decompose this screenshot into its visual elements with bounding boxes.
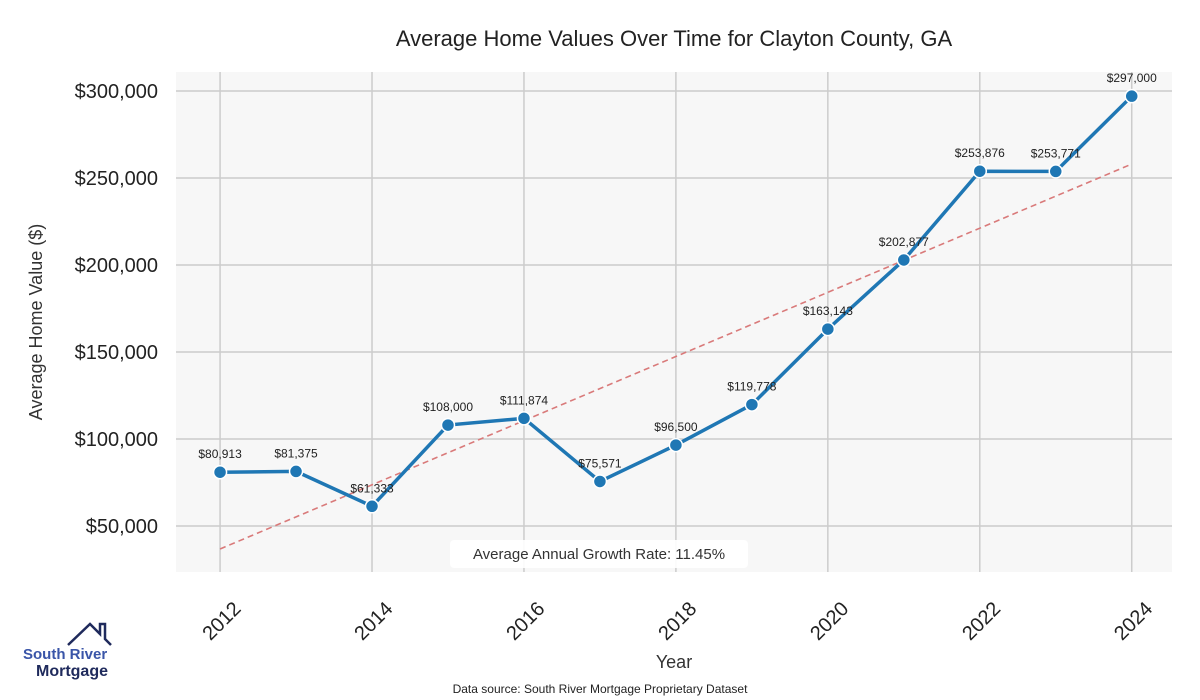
x-tick-label: 2012 <box>198 598 245 645</box>
x-tick-label: 2024 <box>1110 598 1157 645</box>
x-axis-label: Year <box>656 652 692 672</box>
data-point <box>440 417 456 433</box>
logo-line2: Mortgage <box>36 663 108 680</box>
data-label: $81,375 <box>274 446 318 460</box>
y-tick-label: $150,000 <box>75 342 158 364</box>
x-tick-label: 2016 <box>502 598 549 645</box>
data-point <box>364 499 380 514</box>
data-point <box>896 252 912 268</box>
data-point <box>1048 164 1064 179</box>
house-icon <box>67 622 112 646</box>
trend-line <box>219 163 1133 550</box>
data-label: $297,000 <box>1107 71 1157 85</box>
data-label: $61,333 <box>350 481 394 495</box>
data-point <box>212 464 228 480</box>
data-label: $75,571 <box>578 456 622 470</box>
data-point <box>288 464 304 479</box>
y-tick-label: $100,000 <box>75 429 158 451</box>
x-tick-label: 2014 <box>350 598 397 645</box>
data-point <box>1124 88 1139 104</box>
chart-title: Average Home Values Over Time for Clayto… <box>396 26 953 51</box>
data-point <box>516 411 532 426</box>
x-tick-label: 2022 <box>958 598 1005 645</box>
data-label: $253,876 <box>955 146 1005 160</box>
y-tick-label: $50,000 <box>86 516 158 538</box>
data-label: $163,143 <box>803 304 853 318</box>
y-axis-label: Average Home Value ($) <box>26 224 46 420</box>
growth-rate-annotation: Average Annual Growth Rate: 11.45% <box>473 546 725 563</box>
annotation-box <box>450 540 748 568</box>
x-tick-label: 2018 <box>654 598 701 645</box>
data-label: $80,913 <box>198 447 242 461</box>
data-point <box>592 474 608 489</box>
data-label: $253,771 <box>1031 146 1081 160</box>
y-tick-label: $250,000 <box>75 168 158 190</box>
data-label: $119,778 <box>727 380 776 394</box>
logo: South River Mortgage <box>23 622 112 680</box>
data-label: $111,874 <box>500 393 549 407</box>
data-point <box>668 437 684 453</box>
y-tick-label: $200,000 <box>75 255 158 277</box>
y-tick-label: $300,000 <box>75 81 158 103</box>
x-tick-label: 2020 <box>806 598 853 645</box>
data-label: $108,000 <box>423 400 473 414</box>
data-source: Data source: South River Mortgage Propri… <box>453 682 748 696</box>
data-point <box>744 397 760 412</box>
data-label: $96,500 <box>654 420 698 434</box>
logo-line1: South River <box>23 646 107 663</box>
data-point <box>972 163 988 179</box>
plot-area <box>176 72 1172 572</box>
grid <box>176 72 1172 572</box>
data-label: $202,877 <box>879 235 929 249</box>
data-point <box>820 321 836 337</box>
